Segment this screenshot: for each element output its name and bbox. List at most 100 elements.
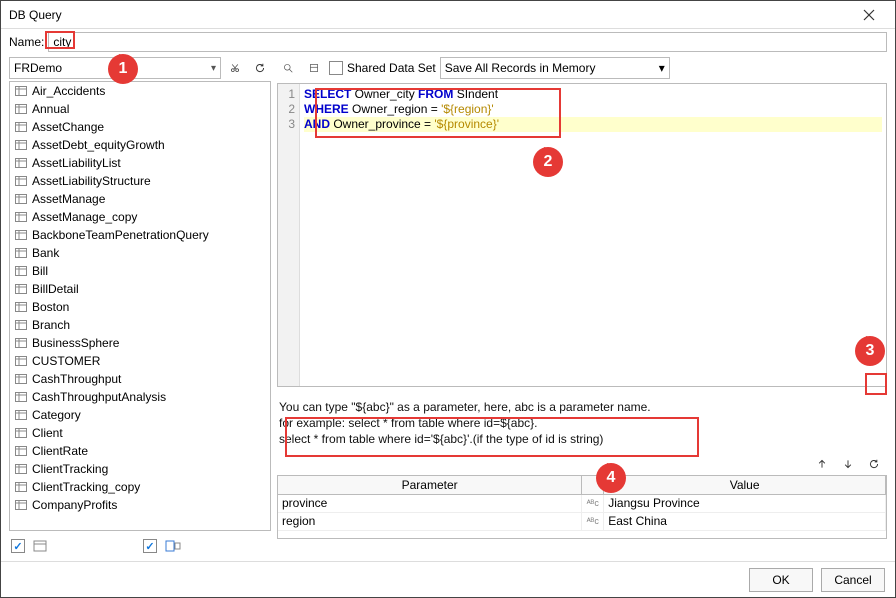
param-toolbar <box>277 453 887 475</box>
table-icon <box>14 85 28 97</box>
table-name: Annual <box>32 102 69 116</box>
table-name: ClientTracking <box>32 462 108 476</box>
cut-button[interactable] <box>224 57 246 79</box>
table-item[interactable]: AssetManage_copy <box>10 208 270 226</box>
table-item[interactable]: Category <box>10 406 270 424</box>
table-item[interactable]: Client <box>10 424 270 442</box>
table-item[interactable]: Boston <box>10 298 270 316</box>
table-item[interactable]: AssetDebt_equityGrowth <box>10 136 270 154</box>
table-icon <box>14 301 28 313</box>
table-item[interactable]: AssetLiabilityStructure <box>10 172 270 190</box>
titlebar: DB Query <box>1 1 895 29</box>
table-name: BillDetail <box>32 282 79 296</box>
help-line3: select * from table where id='${abc}'.(i… <box>279 431 885 447</box>
param-row[interactable]: provinceᴬᴮсJiangsu Province <box>278 494 886 512</box>
table-item[interactable]: Bank <box>10 244 270 262</box>
table-item[interactable]: CompanyProfits <box>10 496 270 514</box>
shared-dataset-label: Shared Data Set <box>347 61 436 75</box>
table-icon <box>14 229 28 241</box>
table-name: CashThroughput <box>32 372 121 386</box>
table-item[interactable]: Bill <box>10 262 270 280</box>
arrow-down-icon <box>843 457 853 471</box>
left-panel: FRDemo ▾ Air_AccidentsAnnualAssetChangeA… <box>9 55 271 561</box>
table-icon <box>14 463 28 475</box>
filter1-checkbox[interactable] <box>11 539 25 553</box>
value-header: Value <box>604 476 886 494</box>
chevron-down-icon: ▾ <box>659 61 665 75</box>
arrow-up-icon <box>817 457 827 471</box>
table-name: AssetChange <box>32 120 104 134</box>
preview-button[interactable] <box>303 57 325 79</box>
table-icon <box>14 139 28 151</box>
datasource-combo[interactable]: FRDemo ▾ <box>9 57 221 79</box>
sheet-icon <box>309 61 319 75</box>
table-name: BackboneTeamPenetrationQuery <box>32 228 209 242</box>
param-header: Parameter <box>278 476 582 494</box>
refresh-icon <box>255 61 265 75</box>
table-item[interactable]: BusinessSphere <box>10 334 270 352</box>
table-name: AssetManage_copy <box>32 210 137 224</box>
refresh-icon <box>869 457 879 471</box>
table-name: CashThroughputAnalysis <box>32 390 166 404</box>
table-name: Branch <box>32 318 70 332</box>
table-item[interactable]: BillDetail <box>10 280 270 298</box>
move-up-button[interactable] <box>811 453 833 475</box>
refresh-tables-button[interactable] <box>249 57 271 79</box>
sql-code[interactable]: SELECT Owner_city FROM SIndentWHERE Owne… <box>300 84 886 386</box>
scissors-icon <box>230 61 240 75</box>
main-area: FRDemo ▾ Air_AccidentsAnnualAssetChangeA… <box>1 55 895 561</box>
table-item[interactable]: CashThroughput <box>10 370 270 388</box>
param-name-cell[interactable]: region <box>278 512 582 530</box>
filter2-checkbox[interactable] <box>143 539 157 553</box>
window-title: DB Query <box>9 8 62 22</box>
table-item[interactable]: Branch <box>10 316 270 334</box>
table-item[interactable]: Air_Accidents <box>10 82 270 100</box>
param-row[interactable]: regionᴬᴮсEast China <box>278 512 886 530</box>
table-item[interactable]: BackboneTeamPenetrationQuery <box>10 226 270 244</box>
cancel-button[interactable]: Cancel <box>821 568 885 592</box>
table-item[interactable]: AssetChange <box>10 118 270 136</box>
table-name: BusinessSphere <box>32 336 119 350</box>
table-icon <box>14 409 28 421</box>
table-icon <box>14 175 28 187</box>
icon-header <box>582 476 604 494</box>
param-value-cell[interactable]: Jiangsu Province <box>604 494 886 512</box>
move-down-button[interactable] <box>837 453 859 475</box>
shared-dataset-checkbox[interactable] <box>329 61 343 75</box>
table-name: AssetLiabilityList <box>32 156 121 170</box>
close-button[interactable] <box>849 3 889 27</box>
table-name: CUSTOMER <box>32 354 100 368</box>
table-icon <box>14 499 28 511</box>
table-icon <box>14 481 28 493</box>
ok-button[interactable]: OK <box>749 568 813 592</box>
table-name: ClientRate <box>32 444 88 458</box>
table-name: CompanyProfits <box>32 498 117 512</box>
name-input[interactable] <box>48 32 887 52</box>
help-text: You can type "${abc}" as a parameter, he… <box>277 393 887 453</box>
table-item[interactable]: ClientTracking_copy <box>10 478 270 496</box>
table-icon <box>14 373 28 385</box>
param-name-cell[interactable]: province <box>278 494 582 512</box>
table-item[interactable]: CUSTOMER <box>10 352 270 370</box>
table-item[interactable]: CashThroughputAnalysis <box>10 388 270 406</box>
table-item[interactable]: Annual <box>10 100 270 118</box>
table-name: AssetManage <box>32 192 105 206</box>
name-label: Name: <box>9 35 44 49</box>
table-icon <box>14 319 28 331</box>
table-name: Boston <box>32 300 69 314</box>
table-item[interactable]: AssetLiabilityList <box>10 154 270 172</box>
close-icon <box>862 8 876 22</box>
table-item[interactable]: ClientRate <box>10 442 270 460</box>
save-mode-combo[interactable]: Save All Records in Memory ▾ <box>440 57 670 79</box>
table-name: Air_Accidents <box>32 84 105 98</box>
refresh-params-button[interactable] <box>863 453 885 475</box>
table-list[interactable]: Air_Accidents Annual AssetChange AssetDebt_… <box>9 81 271 531</box>
table-item[interactable]: ClientTracking <box>10 460 270 478</box>
search-sql-button[interactable] <box>277 57 299 79</box>
left-footer <box>9 531 271 561</box>
param-value-cell[interactable]: East China <box>604 512 886 530</box>
table-item[interactable]: AssetManage <box>10 190 270 208</box>
table-icon <box>14 121 28 133</box>
dialog-buttons: OK Cancel <box>1 561 895 597</box>
sql-editor[interactable]: 123 SELECT Owner_city FROM SIndentWHERE … <box>277 83 887 387</box>
